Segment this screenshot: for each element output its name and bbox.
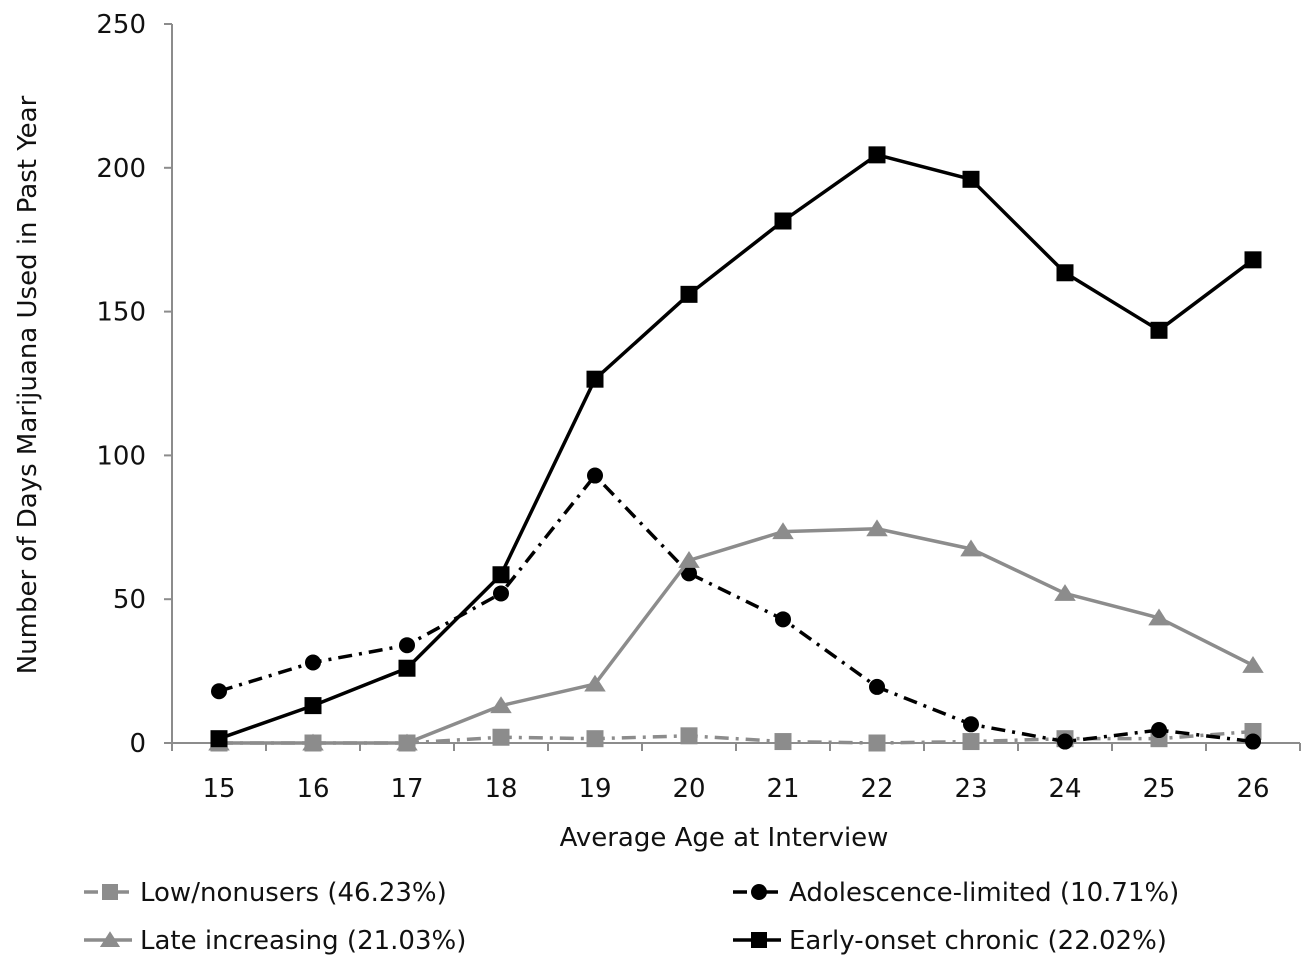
data-point <box>1054 584 1076 601</box>
data-point <box>962 170 980 188</box>
legend-marker <box>99 931 121 948</box>
x-tick-label: 18 <box>484 774 517 804</box>
data-point <box>681 565 697 582</box>
series-line <box>219 526 1254 745</box>
x-tick-label: 25 <box>1142 774 1175 804</box>
x-tick-label: 17 <box>390 774 423 804</box>
x-tick-label: 22 <box>860 774 893 804</box>
data-point <box>868 146 886 164</box>
data-point <box>772 522 794 540</box>
data-point <box>492 728 510 746</box>
data-point <box>678 551 700 568</box>
y-axis-title: Number of Days Marijuana Used in Past Ye… <box>13 95 43 674</box>
data-point <box>868 734 886 752</box>
data-point <box>396 733 418 751</box>
legend-item: Low/nonusers (46.23%) <box>84 878 447 908</box>
axes <box>171 24 1300 744</box>
y-tick-label: 200 <box>96 154 146 184</box>
y-tick-label: 150 <box>96 298 146 328</box>
y-tick-label: 250 <box>96 10 146 40</box>
data-point <box>960 539 982 557</box>
data-point <box>587 467 603 484</box>
data-point <box>774 733 792 751</box>
legend: Low/nonusers (46.23%) Adolescence-limited… <box>84 878 1179 956</box>
x-tick-label: 20 <box>672 774 705 804</box>
x-axis-title: Average Age at Interview <box>560 823 889 853</box>
x-tick-label: 24 <box>1048 774 1081 804</box>
legend-label: Early-onset chronic (22.02%) <box>789 926 1167 956</box>
data-point <box>304 697 322 715</box>
data-point <box>1245 733 1261 750</box>
x-tick-label: 21 <box>766 774 799 804</box>
data-point <box>866 519 888 537</box>
data-point <box>493 585 509 602</box>
data-point <box>1242 655 1264 673</box>
data-point <box>586 730 604 748</box>
x-tick-label: 26 <box>1236 774 1269 804</box>
x-tick-label: 19 <box>578 774 611 804</box>
x-tick-label: 15 <box>202 774 235 804</box>
data-point <box>490 696 512 714</box>
data-point <box>1150 321 1168 339</box>
data-point <box>1056 264 1074 282</box>
data-point <box>962 733 980 751</box>
legend-item: Adolescence-limited (10.71%) <box>733 878 1179 908</box>
x-tick-label: 16 <box>296 774 329 804</box>
data-point <box>492 566 510 584</box>
legend-marker <box>751 884 767 900</box>
y-tick-label: 0 <box>129 729 146 759</box>
data-point <box>586 370 604 388</box>
data-point <box>211 683 227 700</box>
data-point <box>1148 608 1170 626</box>
series-3 <box>208 519 1264 751</box>
data-point <box>775 611 791 628</box>
legend-label: Low/nonusers (46.23%) <box>140 878 447 908</box>
data-point <box>302 733 324 751</box>
data-point <box>1244 251 1262 269</box>
series-line <box>218 473 1254 744</box>
legend-label: Adolescence-limited (10.71%) <box>789 878 1179 908</box>
series-line <box>219 729 1254 745</box>
legend-label: Late increasing (21.03%) <box>140 926 466 956</box>
y-ticks: 0 50 100 150 200 250 <box>96 10 172 759</box>
data-point <box>680 285 698 303</box>
data-point <box>584 674 606 692</box>
data-point <box>305 654 321 671</box>
legend-item: Early-onset chronic (22.02%) <box>733 926 1167 956</box>
data-point <box>210 730 228 748</box>
x-tick-label: 23 <box>954 774 987 804</box>
y-tick-label: 100 <box>96 441 146 471</box>
legend-item: Late increasing (21.03%) <box>84 926 466 956</box>
data-point <box>774 212 792 230</box>
y-tick-label: 50 <box>113 585 146 615</box>
series-2 <box>211 467 1261 750</box>
data-point <box>963 716 979 733</box>
data-point <box>398 659 416 677</box>
series-layer <box>208 146 1264 752</box>
legend-marker <box>751 932 767 948</box>
legend-marker <box>102 884 118 900</box>
data-point <box>680 727 698 745</box>
data-point <box>1151 722 1167 739</box>
x-ticks: 15 16 17 18 19 20 21 22 23 24 25 26 <box>171 743 1301 804</box>
data-point <box>869 678 885 695</box>
data-point <box>399 637 415 654</box>
series-4 <box>210 146 1262 748</box>
data-point <box>1057 733 1073 750</box>
series-line <box>218 153 1255 741</box>
